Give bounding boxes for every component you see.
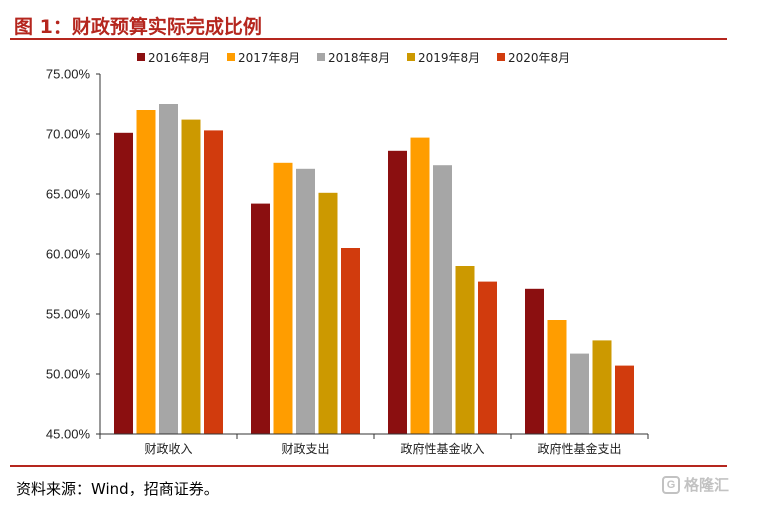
bar bbox=[273, 162, 293, 435]
source-note: 资料来源：Wind，招商证券。 bbox=[16, 480, 219, 498]
y-tick-label: 50.00% bbox=[46, 367, 91, 382]
legend-swatch bbox=[227, 53, 235, 61]
bar-chart: 2016年8月 2017年8月 2018年8月 2019年8月 2020年8月 45.0… bbox=[46, 51, 649, 456]
bar bbox=[570, 353, 589, 434]
footer-rule bbox=[10, 465, 727, 467]
figure-title: 图 1：财政预算实际完成比例 bbox=[14, 16, 262, 38]
x-category-label: 财政收入 bbox=[144, 442, 192, 456]
legend-swatch bbox=[317, 53, 325, 61]
bar bbox=[478, 281, 497, 434]
bar bbox=[455, 266, 475, 434]
legend-label: 2017年8月 bbox=[238, 51, 300, 65]
bar bbox=[592, 340, 612, 434]
bar bbox=[318, 192, 338, 434]
bar bbox=[547, 320, 567, 434]
y-axis: 45.00% 50.00% 55.00% 60.00% 65.00% 70.00% 75.0… bbox=[46, 67, 101, 442]
x-category-label: 政府性基金支出 bbox=[537, 441, 621, 456]
legend-swatch bbox=[407, 53, 415, 61]
y-tick-label: 60.00% bbox=[46, 247, 91, 262]
bar bbox=[204, 130, 223, 434]
bar bbox=[410, 137, 430, 434]
bar bbox=[114, 132, 133, 435]
bar bbox=[388, 150, 407, 435]
bar bbox=[525, 288, 544, 434]
y-tick-label: 65.00% bbox=[46, 187, 91, 202]
bar bbox=[159, 104, 178, 434]
legend-swatch bbox=[137, 53, 145, 61]
bar bbox=[433, 165, 452, 434]
chart-legend: 2016年8月 2017年8月 2018年8月 2019年8月 2020年8月 bbox=[137, 51, 570, 65]
bar bbox=[251, 203, 270, 434]
legend-label: 2020年8月 bbox=[508, 51, 570, 65]
x-category-label: 政府性基金收入 bbox=[400, 441, 484, 456]
x-category-label: 财政支出 bbox=[281, 442, 329, 456]
bar bbox=[181, 119, 201, 434]
bar bbox=[615, 365, 634, 434]
bar bbox=[341, 248, 360, 434]
legend-label: 2016年8月 bbox=[148, 51, 210, 65]
watermark: G 格隆汇 bbox=[662, 474, 729, 495]
y-tick-label: 75.00% bbox=[46, 67, 91, 82]
y-tick-label: 45.00% bbox=[46, 427, 91, 442]
bar bbox=[296, 168, 315, 435]
x-axis: 财政收入 财政支出 政府性基金收入 政府性基金支出 bbox=[99, 433, 649, 456]
legend-label: 2019年8月 bbox=[418, 51, 480, 65]
legend-swatch bbox=[497, 53, 505, 61]
watermark-text: 格隆汇 bbox=[684, 476, 730, 494]
watermark-logo-icon: G bbox=[662, 475, 680, 494]
chart-bars bbox=[114, 104, 634, 435]
title-rule bbox=[10, 38, 727, 40]
bar bbox=[136, 110, 156, 434]
y-tick-label: 55.00% bbox=[46, 307, 91, 322]
legend-label: 2018年8月 bbox=[328, 51, 390, 65]
y-tick-label: 70.00% bbox=[46, 127, 91, 142]
